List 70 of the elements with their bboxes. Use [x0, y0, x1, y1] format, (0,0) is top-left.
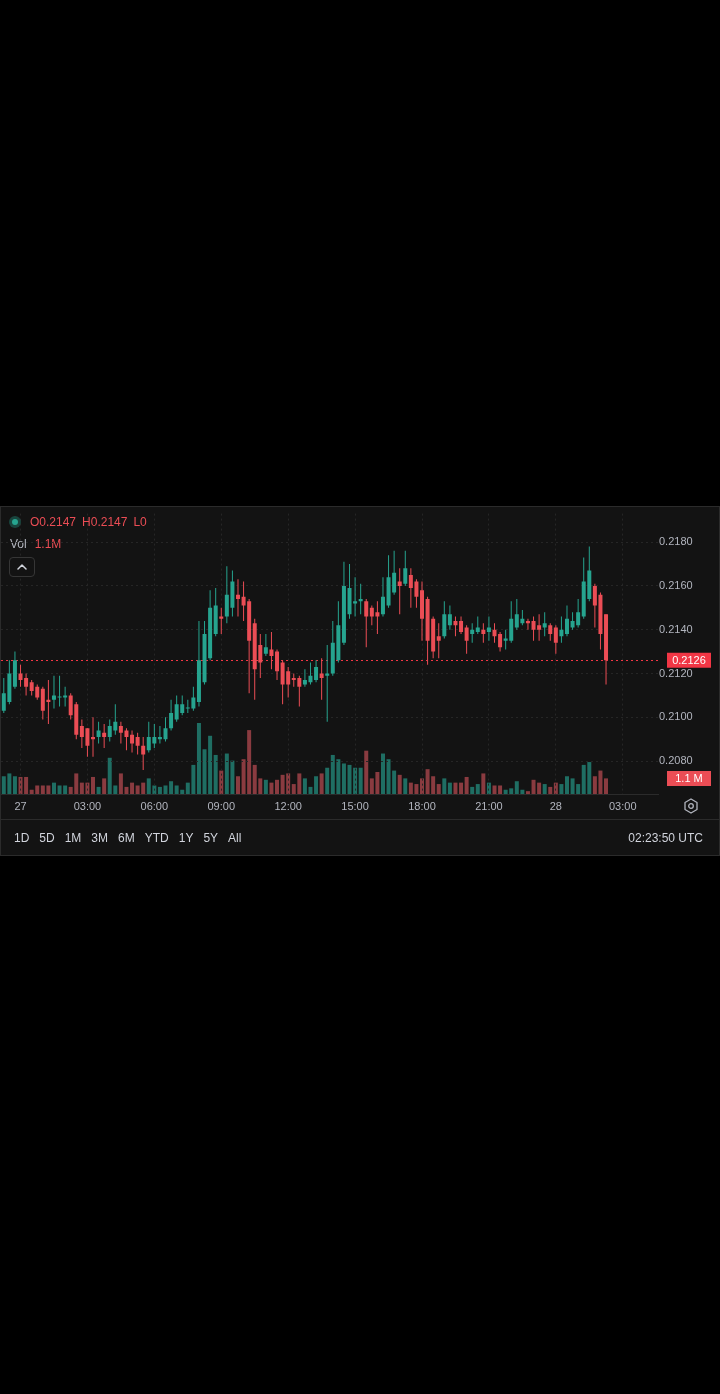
y-tick-label: 0.2160	[658, 578, 693, 591]
bar	[235, 776, 240, 794]
bar	[102, 778, 107, 794]
x-tick-label: 18:00	[408, 799, 436, 812]
x-tick-label: 06:00	[140, 799, 169, 812]
bar	[380, 753, 385, 794]
bar	[12, 776, 17, 794]
bar	[464, 776, 469, 794]
x-tick-label: 15:00	[341, 799, 369, 812]
bar	[325, 767, 330, 794]
bar	[397, 774, 402, 794]
text: 1Y	[178, 830, 194, 845]
annotation: H0.2147	[82, 515, 128, 529]
bar	[442, 778, 447, 794]
annotation: 1.1M	[34, 537, 62, 551]
bar	[269, 782, 274, 794]
text: 1M	[64, 830, 82, 845]
text: 1.1 M	[675, 771, 703, 784]
ref-line-label: 0.2126	[672, 653, 706, 666]
bar	[157, 786, 162, 794]
bar	[436, 784, 441, 794]
text: 3M	[91, 830, 109, 845]
bar	[263, 779, 268, 794]
x-tick-label: 28	[549, 799, 562, 812]
bar	[213, 754, 218, 794]
bar	[319, 773, 324, 794]
text: 6M	[118, 830, 135, 845]
bar	[453, 782, 458, 794]
bar	[470, 786, 475, 794]
x-tick-label: 12:00	[274, 799, 302, 812]
text: 1D	[14, 830, 30, 845]
y-tick-label: 0.2100	[658, 710, 693, 723]
bar	[358, 767, 363, 794]
y-tick-label: 0.2120	[658, 666, 693, 679]
y-tick-label: 0.2140	[658, 622, 693, 635]
bar	[341, 763, 346, 794]
bar	[475, 784, 480, 794]
bar	[196, 723, 201, 794]
bar	[91, 776, 96, 794]
text: All	[228, 830, 242, 845]
text: 5Y	[203, 830, 219, 845]
bar	[275, 779, 280, 794]
bar	[364, 750, 369, 794]
x-tick-label: 03:00	[73, 799, 102, 812]
bar	[420, 778, 425, 794]
y-tick-label: 0.2180	[658, 535, 693, 548]
x-tick-label: 09:00	[207, 799, 236, 812]
text: YTD	[144, 830, 169, 845]
bar	[447, 782, 452, 794]
bar	[481, 773, 486, 794]
annotation: L0	[133, 515, 147, 529]
bar	[559, 784, 564, 794]
bar	[130, 782, 135, 794]
bar	[51, 782, 56, 794]
bar	[548, 786, 553, 794]
bar	[525, 791, 530, 794]
bar	[542, 784, 547, 794]
text: 5D	[39, 830, 55, 845]
x-tick-label: 21:00	[475, 799, 503, 812]
bar	[564, 776, 569, 794]
bar	[96, 786, 101, 794]
bar	[459, 782, 464, 794]
bar	[314, 776, 319, 794]
annotation: O0.2147	[30, 515, 77, 529]
x-tick-label: 27	[14, 799, 27, 812]
text: 02:23:50 UTC	[628, 829, 703, 847]
x-tick-label: 03:00	[608, 799, 637, 812]
bar	[403, 778, 408, 794]
bar	[604, 778, 609, 794]
y-tick-label: 0.2080	[658, 754, 693, 767]
